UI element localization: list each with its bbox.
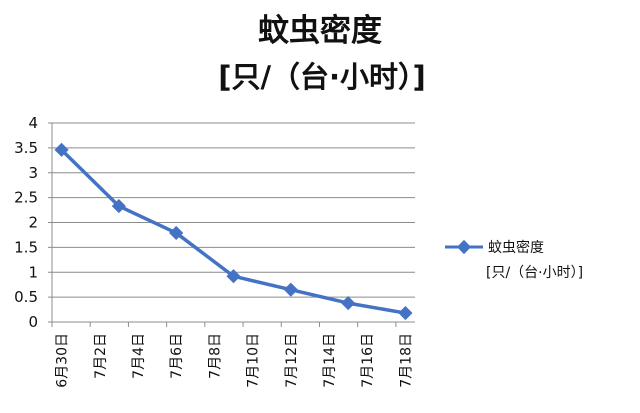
- y-tick-label: 2: [28, 214, 38, 232]
- legend-label-unit: [只/（台·小时）]: [486, 265, 583, 281]
- x-tick-label: 7月4日: [131, 333, 147, 379]
- legend: 蚊虫密度 [只/（台·小时）]: [445, 239, 583, 281]
- axes: [48, 122, 415, 327]
- y-tick-label: 3: [28, 164, 38, 182]
- x-tick-label: 7月2日: [93, 333, 109, 379]
- data-point-diamond: [226, 269, 241, 284]
- x-tick-label: 7月12日: [284, 333, 300, 388]
- legend-diamond-marker: [456, 239, 472, 255]
- y-tick-label: 3.5: [14, 139, 38, 157]
- data-point-diamond: [283, 282, 298, 297]
- legend-label: 蚊虫密度: [488, 239, 544, 256]
- y-tick-labels: 0 0.5 1 1.5 2 2.5 3 3.5 4: [14, 114, 38, 331]
- chart-subtitle: [只/（台·小时）]: [218, 60, 426, 94]
- y-tick-label: 0.5: [14, 288, 38, 306]
- x-tick-label: 7月18日: [398, 333, 414, 388]
- y-tick-label: 2.5: [14, 189, 38, 207]
- x-tick-labels: 6月30日 7月2日 7月4日 7月6日 7月8日 7月10日 7月12日 7月14日 7月16…: [55, 333, 415, 388]
- chart-title: 蚊虫密度: [258, 13, 382, 49]
- data-point-diamond: [169, 225, 184, 241]
- x-tick-label: 7月6日: [169, 333, 185, 379]
- y-tick-label: 4: [28, 114, 38, 132]
- series-line-path: [60, 148, 406, 315]
- x-tick-label: 7月10日: [246, 333, 262, 388]
- x-tick-label: 7月16日: [360, 333, 376, 388]
- series-line: [54, 142, 413, 321]
- data-point-diamond: [341, 296, 356, 311]
- x-tick-label: 7月8日: [207, 333, 223, 379]
- x-tick-label: 6月30日: [55, 333, 71, 388]
- data-point-diamond: [398, 305, 413, 321]
- y-tick-label: 0: [28, 313, 38, 331]
- y-tick-label: 1: [28, 263, 38, 281]
- y-tick-label: 1.5: [14, 238, 38, 256]
- x-tick-label: 7月14日: [322, 333, 338, 388]
